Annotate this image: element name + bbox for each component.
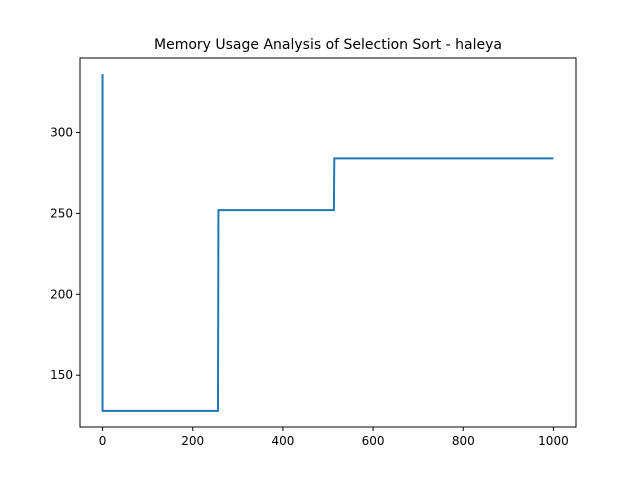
y-tick-label: 200: [50, 287, 73, 301]
x-tick-label: 800: [452, 434, 475, 448]
series-line-0: [101, 74, 554, 412]
x-tick-label: 400: [271, 434, 294, 448]
chart-title: Memory Usage Analysis of Selection Sort …: [154, 37, 502, 53]
y-axis: 150 200 250 300: [50, 125, 80, 382]
series-layer: [101, 74, 554, 412]
x-tick-label: 600: [362, 434, 385, 448]
y-tick-label: 150: [50, 368, 73, 382]
x-axis: 0 200 400 600 800 1000: [99, 427, 569, 448]
plot-area-frame: [79, 57, 577, 428]
x-tick-label: 0: [99, 434, 107, 448]
y-tick-label: 250: [50, 206, 73, 220]
y-tick-label: 300: [50, 125, 73, 139]
x-tick-label: 200: [181, 434, 204, 448]
x-tick-label: 1000: [538, 434, 569, 448]
